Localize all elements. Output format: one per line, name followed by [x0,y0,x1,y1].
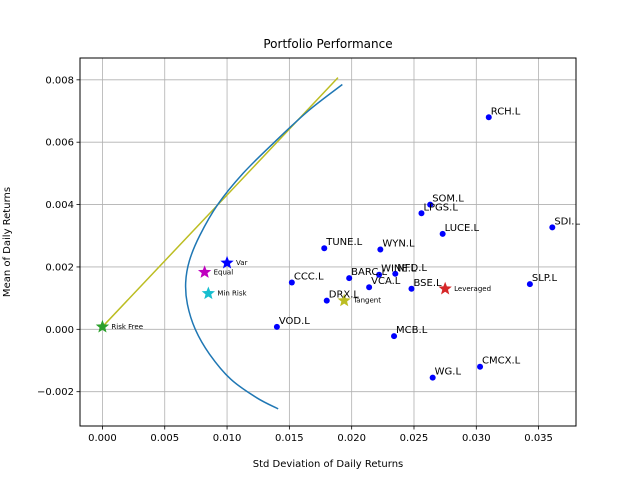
plot-frame [79,57,577,427]
stock-label: MCB.L [396,325,428,336]
portfolio-label: Tangent [352,297,381,305]
stock-label: VOD.L [279,316,310,327]
portfolio-label: Min Risk [217,289,247,297]
stock-point [549,224,556,231]
stock-point [429,374,436,381]
x-tick-label: 0.030 [462,433,491,444]
stock-point [346,275,353,282]
stock-label: SOM.L [432,194,464,205]
stock-point [408,285,415,292]
portfolio-label: Leveraged [454,285,491,293]
portfolio-star-marker [197,265,212,278]
x-tick-label: 0.035 [524,433,553,444]
portfolio-star-marker [438,281,452,295]
stock-label: LUCE.L [445,223,480,234]
x-tick-label: 0.015 [275,433,304,444]
y-tick-label: 0.002 [45,262,74,273]
stock-label: WG.L [435,367,462,378]
stock-point [439,230,446,237]
portfolio-star-marker [95,319,110,333]
stock-point [392,270,399,277]
x-tick-label: 0.010 [213,433,242,444]
stock-label: WINE.L [381,264,417,275]
y-axis-title: Mean of Daily Returns [2,187,13,297]
stock-label: NFD.L [397,263,427,274]
portfolio-star-marker [201,286,216,300]
portfolio-star-marker [220,255,234,269]
efficient-frontier-line [184,83,343,410]
axis-ticks: 0.000 0.005 0.010 0.015 0.020 0.025 0.030 0.035… [37,75,553,444]
stock-point [477,363,484,370]
stock-label: RCH.L [491,106,521,117]
grid-lines [80,58,576,426]
stock-label: SLP.L [532,273,558,284]
y-tick-label: 0.008 [45,75,74,86]
stock-point [526,281,533,288]
y-tick-label: 0.004 [45,200,74,211]
stock-point [288,279,295,286]
portfolio-star-marker [337,293,351,307]
portfolio-label: Risk Free [111,323,143,331]
stock-point [321,245,328,252]
x-tick-label: 0.000 [88,433,117,444]
stock-label: LPGS.L [423,202,458,213]
portfolio-label: Equal [214,268,234,276]
y-tick-label: 0.000 [45,325,74,336]
scatter-points [95,114,556,381]
stock-point [418,210,425,217]
stock-label: CCC.L [294,272,324,283]
stock-label: TUNE.L [325,237,362,248]
x-tick-label: 0.025 [400,433,429,444]
stock-label: BARC.L [351,267,387,278]
stock-label: SDI.L [554,216,580,227]
stock-point [485,114,492,121]
stock-point [377,246,384,253]
stock-label: WYN.L [382,238,415,249]
chart-title: Portfolio Performance [263,37,392,51]
stock-label: VCA.L [371,276,401,287]
stock-point [391,333,398,340]
stock-point [427,201,434,208]
stock-point [366,284,373,291]
stock-point [376,271,383,278]
x-tick-label: 0.020 [337,433,366,444]
stock-label: BSE.L [413,278,442,289]
portfolio-label: Var [236,259,248,267]
curve-layer [101,77,343,410]
stock-point [323,297,330,304]
x-axis-title: Std Deviation of Daily Returns [253,459,404,470]
y-tick-label: −0.002 [37,387,74,398]
stock-label: CMCX.L [482,356,521,367]
y-tick-label: 0.006 [45,138,74,149]
x-tick-label: 0.005 [150,433,179,444]
stock-point [273,323,280,330]
stock-label: DRX.L [329,290,360,301]
